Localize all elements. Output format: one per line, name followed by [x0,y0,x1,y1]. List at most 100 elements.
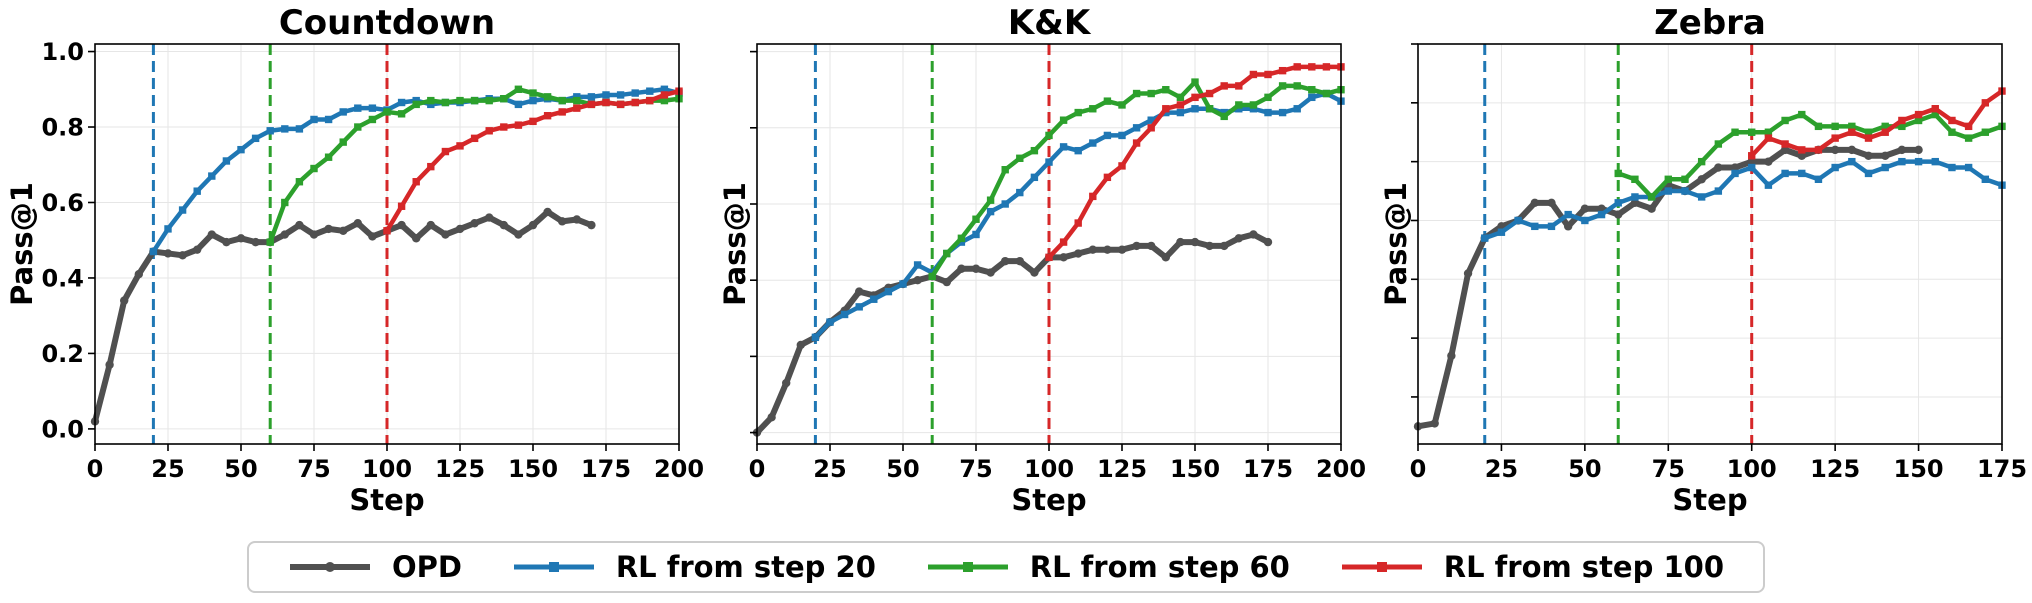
y-axis-label: Pass@1 [1379,182,1413,306]
data-point-opd [1030,268,1039,277]
data-point-rl-from-step-100 [602,98,610,107]
data-point-rl-from-step-100 [1059,238,1068,246]
data-point-rl-from-step-100 [1931,105,1939,113]
data-point-rl-from-step-60 [514,85,523,93]
data-point-rl-from-step-20 [1118,131,1126,140]
data-point-rl-from-step-100 [397,202,406,210]
data-point-rl-from-step-20 [1781,169,1789,178]
data-point-opd [1847,145,1857,155]
data-point-rl-from-step-60 [1074,108,1082,117]
data-point-opd [134,269,143,279]
data-point-opd [1430,419,1439,428]
data-point-rl-from-step-20 [208,172,216,180]
data-point-rl-from-step-60 [427,96,435,105]
data-point-rl-from-step-20 [1531,222,1539,231]
data-point-rl-from-step-60 [397,110,406,118]
data-point-opd [1897,145,1907,155]
data-point-rl-from-step-20 [631,89,639,97]
data-point-rl-from-step-60 [1322,89,1331,98]
data-point-rl-from-step-100 [1764,134,1773,142]
data-point-rl-from-step-20 [1059,143,1068,151]
data-point-rl-from-step-100 [1814,146,1823,154]
data-point-rl-from-step-60 [943,249,951,258]
data-point-rl-from-step-60 [1948,128,1956,136]
data-point-opd [1088,245,1098,254]
figure-canvas: 0 25 50 75 100 125 150 175 200 0.0 0.2 0.4 0.6 0.8 1.0… [5,3,2027,517]
data-point-opd [971,264,981,273]
data-point-rl-from-step-100 [427,162,435,171]
chart-title: Countdown [279,3,495,43]
data-point-rl-from-step-20 [164,225,172,233]
x-tick-label: 125 [1097,455,1147,483]
data-point-opd [1630,198,1640,208]
data-point-rl-from-step-100 [1278,66,1287,75]
data-point-rl-from-step-20 [1848,157,1856,166]
data-point-opd [543,207,552,217]
data-point-opd [1074,249,1083,258]
data-point-rl-from-step-60 [1964,134,1973,142]
x-tick-label: 25 [151,455,184,483]
data-point-opd [1797,151,1806,160]
data-point-opd [324,224,333,234]
data-point-opd [1647,204,1656,213]
data-point-rl-from-step-60 [1748,128,1756,136]
data-point-opd [105,360,114,369]
data-point-rl-from-step-60 [957,234,966,242]
data-point-rl-from-step-60 [1898,122,1906,131]
data-point-opd [120,296,129,305]
data-point-rl-from-step-60 [660,96,669,105]
data-point-rl-from-step-60 [1647,193,1656,201]
data-point-rl-from-step-60 [1798,110,1806,119]
data-point-rl-from-step-100 [1205,89,1214,98]
data-point-rl-from-step-60 [441,98,450,107]
data-point-rl-from-step-100 [1308,63,1316,71]
data-point-opd [1263,237,1273,247]
data-point-rl-from-step-20 [237,145,245,154]
data-point-rl-from-step-20 [602,91,610,99]
legend-item-rl-20: RL from step 20 [512,550,876,584]
legend-swatch-rl-100 [1341,562,1422,572]
x-tick-label: 125 [435,455,485,483]
data-point-rl-from-step-20 [149,247,158,256]
data-point-opd [1161,253,1171,262]
x-tick-label: 200 [654,455,704,483]
data-point-rl-from-step-60 [485,96,493,105]
data-point-rl-from-step-60 [986,196,995,204]
x-tick-label: 175 [1243,455,1293,483]
data-point-rl-from-step-100 [1191,93,1199,102]
data-point-rl-from-step-20 [1481,234,1489,242]
data-point-rl-from-step-20 [222,157,231,165]
data-point-rl-from-step-20 [1664,187,1672,195]
data-point-rl-from-step-60 [1664,175,1672,183]
data-point-rl-from-step-20 [1681,187,1689,195]
data-point-rl-from-step-20 [1176,108,1185,117]
data-point-rl-from-step-60 [1162,86,1170,94]
data-point-rl-from-step-20 [870,295,878,303]
data-point-rl-from-step-20 [1030,173,1039,182]
data-point-opd [251,237,260,247]
data-point-rl-from-step-20 [1614,199,1622,207]
y-tick-label: 0.8 [41,114,84,142]
data-point-rl-from-step-60 [1714,140,1723,148]
data-point-rl-from-step-20 [1235,105,1243,113]
data-point-rl-from-step-60 [529,89,537,97]
data-point-opd [1830,145,1840,155]
data-point-rl-from-step-100 [1089,192,1097,201]
data-point-rl-from-step-100 [587,100,596,109]
data-point-rl-from-step-100 [1132,139,1141,147]
data-point-rl-from-step-60 [1814,122,1823,131]
x-tick-label: 75 [1652,455,1685,483]
data-point-opd [441,230,450,239]
data-point-rl-from-step-60 [1147,89,1155,98]
data-point-opd [1234,234,1244,243]
data-point-rl-from-step-20 [310,115,318,124]
data-point-opd [1176,237,1185,247]
data-point-rl-from-step-100 [1293,63,1301,71]
x-tick-label: 50 [1568,455,1601,483]
data-point-opd [485,213,494,222]
data-point-rl-from-step-20 [1497,228,1506,236]
data-point-rl-from-step-20 [646,87,654,95]
data-point-rl-from-step-20 [1147,116,1155,124]
data-point-rl-from-step-20 [826,318,834,326]
x-tick-label: 100 [1727,455,1777,483]
